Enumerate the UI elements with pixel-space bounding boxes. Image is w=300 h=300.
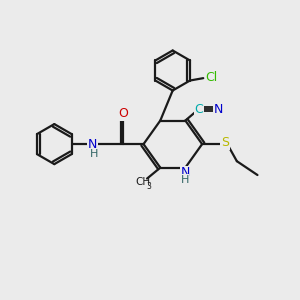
Text: H: H xyxy=(181,175,189,185)
Text: O: O xyxy=(118,107,128,120)
Text: S: S xyxy=(221,136,229,149)
Text: Cl: Cl xyxy=(206,71,218,84)
Text: 3: 3 xyxy=(147,182,152,191)
Text: N: N xyxy=(88,138,97,151)
Text: CH: CH xyxy=(135,177,150,188)
Text: C: C xyxy=(194,103,203,116)
Text: N: N xyxy=(214,103,223,116)
Text: N: N xyxy=(181,167,190,179)
Text: H: H xyxy=(90,148,98,158)
